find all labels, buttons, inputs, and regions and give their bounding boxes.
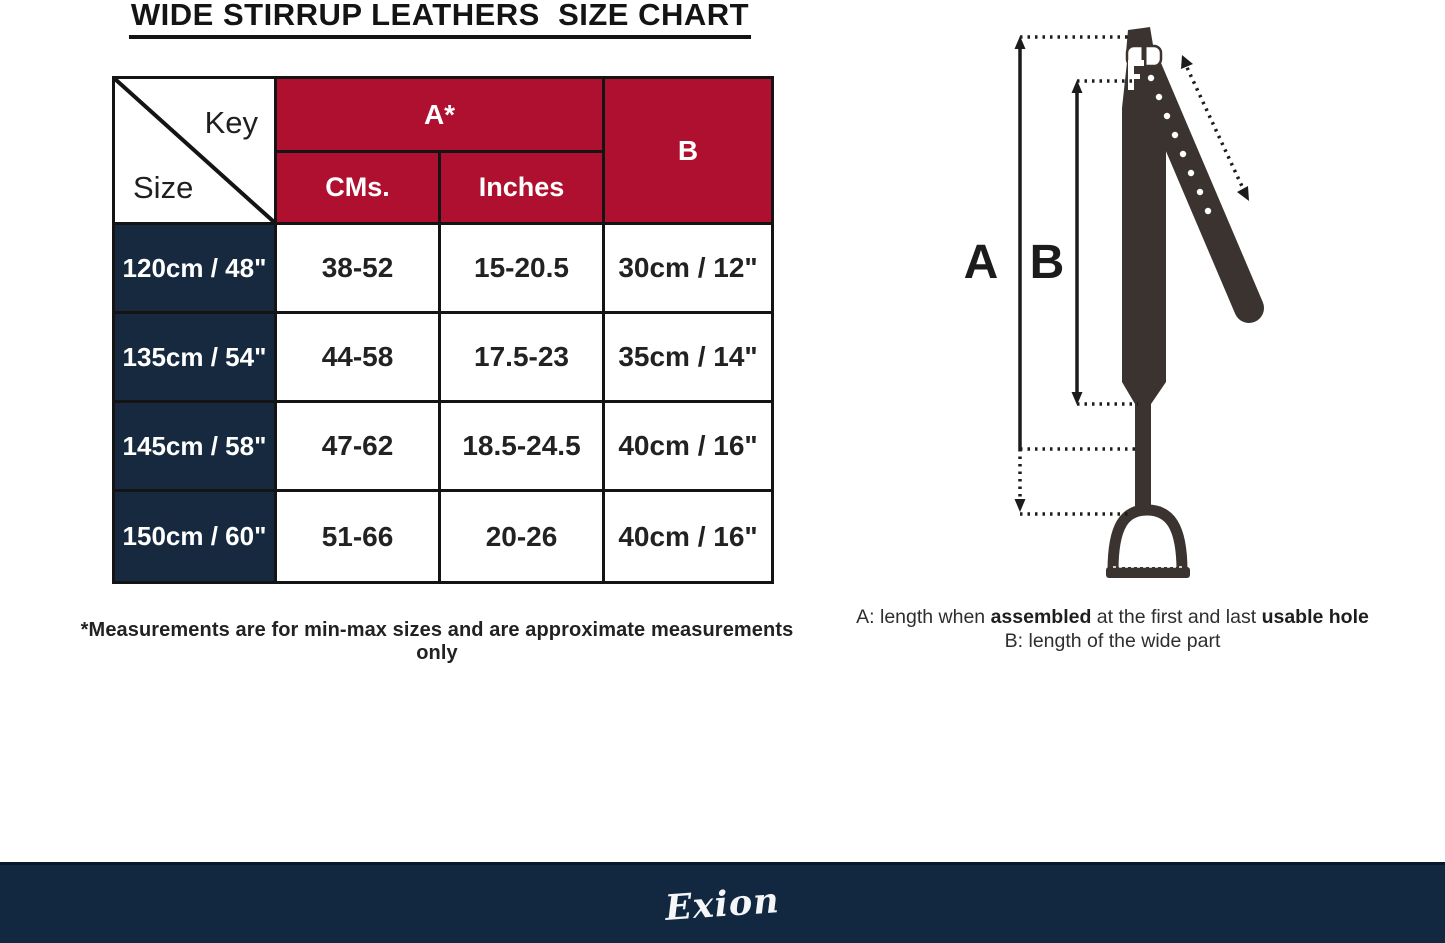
cms-cell: 44-58 <box>277 314 441 403</box>
corner-cell: Key Size <box>115 79 277 225</box>
b-cell: 40cm / 16" <box>605 403 771 492</box>
buckle-icon <box>1125 44 1163 90</box>
label-a: A <box>964 236 999 289</box>
strap-holes <box>1147 74 1212 215</box>
diagonal-line <box>115 79 274 222</box>
legend-a-bold-usable-hole: usable hole <box>1261 606 1369 628</box>
label-b: B <box>1030 236 1065 289</box>
measurements-footnote: *Measurements are for min-max sizes and … <box>80 619 794 664</box>
size-cell: 120cm / 48" <box>115 225 277 314</box>
size-cell: 145cm / 58" <box>115 403 277 492</box>
b-cell: 30cm / 12" <box>605 225 771 314</box>
stirrup-leather-diagram: A B <box>964 27 1264 578</box>
header-inches: Inches <box>441 153 605 225</box>
stirrup-iron <box>1106 504 1190 578</box>
header-b: B <box>605 79 771 225</box>
diagram-legend: A: length when assembled at the first an… <box>840 605 1385 653</box>
size-cell: 150cm / 60" <box>115 492 277 581</box>
size-cell: 135cm / 54" <box>115 314 277 403</box>
inches-cell: 15-20.5 <box>441 225 605 314</box>
legend-line-a: A: length when assembled at the first an… <box>840 605 1385 629</box>
corner-key-label: Key <box>204 105 258 140</box>
inches-cell: 20-26 <box>441 492 605 581</box>
inches-cell: 17.5-23 <box>441 314 605 403</box>
legend-a-bold-assembled: assembled <box>990 606 1092 628</box>
legend-line-b: B: length of the wide part <box>1004 630 1221 652</box>
b-cell: 40cm / 16" <box>605 492 771 581</box>
dimension-arrow-a <box>1014 36 1026 512</box>
inches-cell: 18.5-24.5 <box>441 403 605 492</box>
extension-lines <box>1018 35 1248 516</box>
cms-cell: 51-66 <box>277 492 441 581</box>
title-wrap: WIDE STIRRUP LEATHERS SIZE CHART <box>112 0 768 39</box>
b-cell: 35cm / 14" <box>605 314 771 403</box>
dimension-arrow-b <box>1071 80 1083 405</box>
size-chart-table: Key Size A* B CMs. Inches 120cm / 48" 38… <box>112 76 774 584</box>
footer-bar: Exion <box>0 862 1445 943</box>
corner-size-label: Size <box>133 170 194 205</box>
header-cms: CMs. <box>277 153 441 225</box>
punch-strap-arrow <box>1181 55 1249 201</box>
cms-cell: 38-52 <box>277 225 441 314</box>
punch-strap <box>1131 51 1264 323</box>
cms-cell: 47-62 <box>277 403 441 492</box>
stirrup-leather-strap <box>1122 27 1264 514</box>
brand-logo: Exion <box>663 879 782 929</box>
page-title: WIDE STIRRUP LEATHERS SIZE CHART <box>128 0 752 39</box>
legend-a-text: at the first and last <box>1091 606 1262 628</box>
header-a: A* <box>277 79 605 153</box>
legend-a-text: A: length when <box>856 606 991 628</box>
